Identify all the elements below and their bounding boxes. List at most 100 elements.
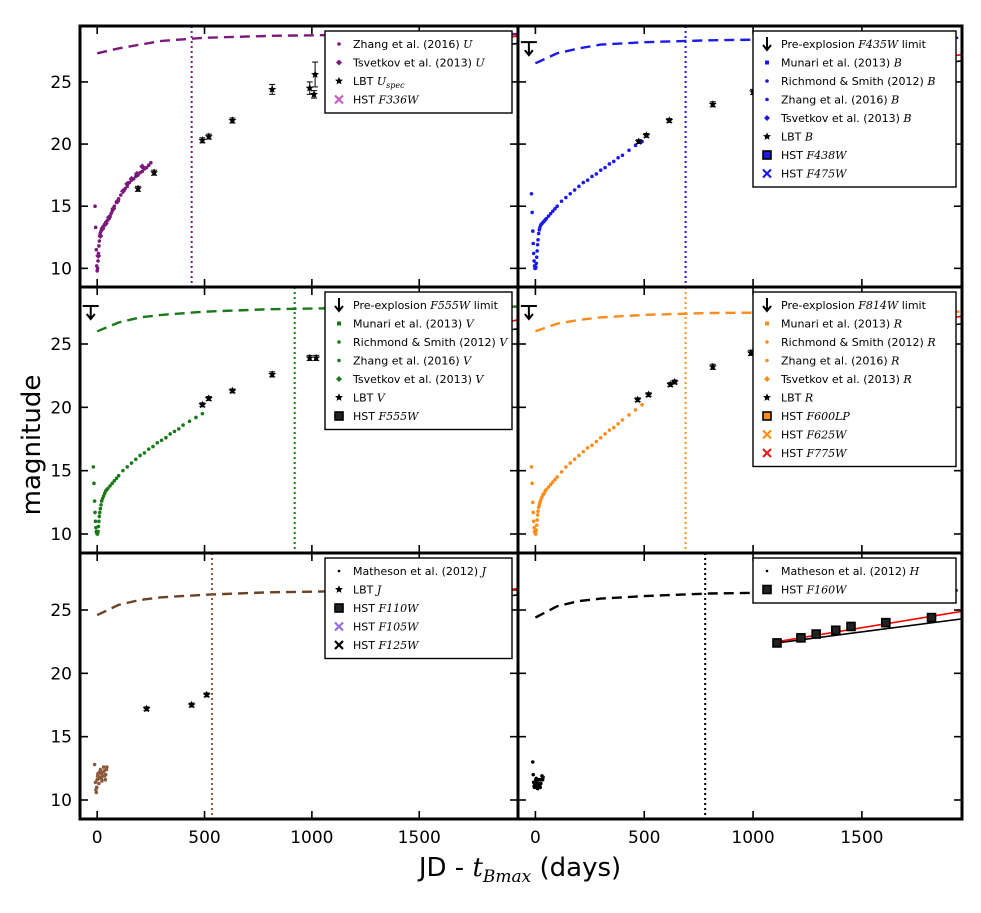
data-point — [312, 353, 321, 362]
data-point — [204, 394, 213, 402]
data-point — [204, 132, 213, 140]
data-point — [140, 169, 145, 174]
data-point — [305, 353, 314, 362]
data-point — [159, 438, 164, 443]
data-point — [92, 481, 96, 486]
x-tick-label: 1000 — [731, 828, 774, 848]
data-point — [572, 188, 577, 192]
data-point — [644, 390, 653, 399]
data-point — [94, 790, 99, 795]
data-point — [539, 781, 543, 786]
data-point — [228, 116, 237, 124]
legend-label: Zhang et al. (2016) B — [781, 94, 899, 107]
data-point — [590, 443, 594, 448]
legend-box — [324, 291, 513, 431]
data-point — [110, 481, 115, 486]
data-point — [535, 513, 540, 517]
legend-marker — [765, 60, 769, 65]
light-curve-fit — [776, 618, 962, 644]
data-point — [534, 528, 539, 532]
legend-marker — [762, 429, 772, 440]
x-tick-label: 500 — [628, 828, 660, 848]
data-point — [268, 370, 277, 378]
legend-label: HST F105W — [353, 621, 420, 634]
data-point — [187, 700, 196, 709]
data-point — [121, 468, 125, 473]
legend-label: Pre-explosion F555W limit — [353, 299, 499, 312]
legend-marker — [337, 340, 341, 344]
data-point — [665, 116, 674, 124]
data-point — [138, 453, 142, 458]
legend-marker — [334, 298, 344, 313]
data-point — [194, 415, 198, 420]
data-point — [142, 704, 151, 713]
data-point — [144, 165, 149, 170]
legend-marker — [337, 569, 341, 573]
panel-V: 10 15 20 25 Pre-explosion F555W limit Munari … — [50, 285, 520, 555]
legend-marker — [335, 76, 343, 85]
legend-label: LBT B — [781, 131, 813, 144]
legend-label: Matheson et al. (2012) J — [353, 565, 487, 578]
legend-label: Pre-explosion F435W limit — [781, 38, 927, 51]
ticks-U: 10 15 20 25 — [50, 26, 518, 287]
y-tick-label: 15 — [50, 728, 72, 748]
data-point — [611, 159, 616, 164]
legend-box — [324, 557, 513, 660]
data-point — [666, 380, 675, 388]
data-point — [568, 191, 573, 196]
y-tick-label: 25 — [50, 601, 72, 621]
data-point — [98, 506, 103, 511]
data-point — [134, 184, 142, 193]
data-point — [585, 446, 590, 450]
axes-frame — [516, 551, 964, 821]
data-point — [846, 621, 856, 632]
legend-label: HST F555W — [353, 410, 420, 423]
data-point — [164, 435, 168, 440]
series-H-1 — [772, 612, 937, 648]
data-point — [530, 481, 534, 486]
x-tick-label: 500 — [188, 828, 220, 848]
data-point — [581, 449, 586, 454]
data-point — [99, 503, 103, 507]
x-tick-label: 1500 — [840, 828, 883, 848]
data-point — [94, 247, 99, 252]
data-point — [151, 444, 155, 449]
legend-box — [752, 291, 957, 468]
data-point — [139, 163, 146, 170]
data-point — [311, 70, 320, 78]
data-point — [92, 499, 97, 503]
data-point — [103, 777, 108, 782]
data-point — [530, 210, 534, 215]
data-point — [133, 170, 140, 177]
data-point — [93, 519, 98, 524]
data-point — [92, 762, 97, 767]
data-point — [534, 523, 539, 527]
data-point — [124, 180, 131, 187]
legend-marker — [762, 168, 772, 179]
data-point — [531, 251, 536, 256]
data-point — [551, 209, 555, 213]
data-point — [544, 216, 549, 221]
plot-area-H — [531, 553, 962, 819]
data-point — [548, 211, 553, 216]
legend-marker — [762, 150, 772, 160]
y-tick-label: 10 — [50, 791, 72, 811]
data-point — [564, 465, 568, 469]
data-point — [559, 199, 564, 204]
legend-label: Richmond & Smith (2012) R — [781, 336, 936, 349]
data-point — [603, 165, 607, 170]
panel-J: 10 15 20 25 0 500 1000 1500 Matheson et al. (201… — [50, 551, 520, 848]
data-point — [531, 241, 536, 246]
legend-marker — [765, 97, 769, 102]
legend-label: LBT R — [781, 392, 813, 405]
legend-marker — [334, 603, 344, 613]
y-tick-label: 15 — [50, 462, 72, 482]
y-tick-label: 15 — [50, 197, 72, 217]
legend-marker — [336, 59, 342, 66]
legend-label: Tsvetkov et al. (2013) U — [352, 57, 485, 70]
x-tick-label: 1000 — [290, 828, 333, 848]
legend-label: Tsvetkov et al. (2013) V — [352, 373, 484, 386]
data-point — [598, 168, 603, 172]
data-point — [310, 90, 318, 98]
